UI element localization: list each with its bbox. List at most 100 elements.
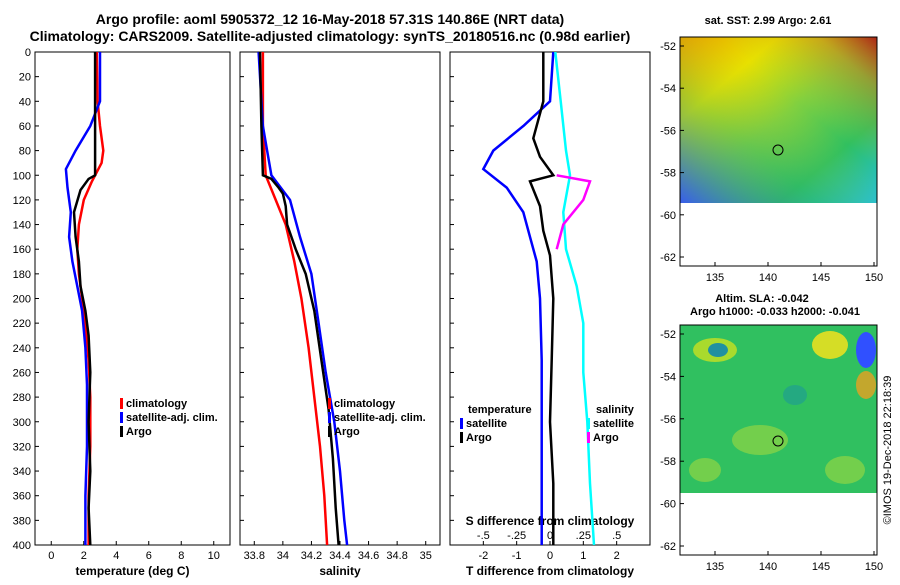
y-tick-label: 160 xyxy=(13,244,31,256)
s-tick-label: 0 xyxy=(547,530,553,542)
legend-label: Argo xyxy=(334,426,360,438)
sla-map-title2: Argo h1000: -0.033 h2000: -0.041 xyxy=(690,306,860,318)
sla-map-frame xyxy=(679,324,878,556)
map-x-tick-label: 135 xyxy=(706,561,724,573)
x-tick-label: 34.8 xyxy=(386,550,407,562)
x-tick-label: 0 xyxy=(48,550,54,562)
y-tick-label: 280 xyxy=(13,392,31,404)
s-tick-label: -.25 xyxy=(507,530,526,542)
x-tick-label: 0 xyxy=(547,550,553,562)
sla-map-features xyxy=(689,331,876,484)
legend-swatch xyxy=(120,412,123,423)
s-axis-title: S difference from climatology xyxy=(466,514,635,528)
y-tick-label: 380 xyxy=(13,515,31,527)
legend-swatch xyxy=(460,432,463,443)
x-tick-label: 33.8 xyxy=(244,550,265,562)
s-tick-label: .25 xyxy=(576,530,591,542)
map-x-tick-label: 150 xyxy=(865,561,883,573)
y-tick-label: 220 xyxy=(13,318,31,330)
map-x-tick-label: 135 xyxy=(706,272,724,284)
legend-label: satellite-adj. clim. xyxy=(334,412,426,424)
sst-map-title: sat. SST: 2.99 Argo: 2.61 xyxy=(705,15,832,27)
x-tick-label: -1 xyxy=(512,550,522,562)
legend-label: climatology xyxy=(126,398,188,410)
map-y-tick-label: -52 xyxy=(660,329,676,341)
x-tick-label: 2 xyxy=(81,550,87,562)
panel-salinity: 33.8 34 34.2 34.4 34.6 34.8 35 salinity climatol… xyxy=(239,51,441,578)
x-axis-title: T difference from climatology xyxy=(466,564,634,578)
map-y-tick-label: -60 xyxy=(660,210,676,222)
legend-swatch xyxy=(328,412,331,423)
sla-map-title1: Altim. SLA: -0.042 xyxy=(715,293,809,305)
map-y-tick-label: -62 xyxy=(660,541,676,553)
map-y-tick-label: -58 xyxy=(660,168,676,180)
series-line-temperature-Argo xyxy=(528,52,556,545)
x-axis-title: temperature (deg C) xyxy=(75,564,189,578)
map-y-tick-label: -62 xyxy=(660,252,676,264)
series-line-satellite-adj.-clim. xyxy=(257,52,349,545)
sst-map-field-overlay xyxy=(680,37,877,203)
series-line-salinity-Argo xyxy=(555,174,592,250)
y-tick-label: 340 xyxy=(13,466,31,478)
y-tick-label: 360 xyxy=(13,491,31,503)
series-line-Argo xyxy=(258,52,340,545)
legend-label: Argo xyxy=(126,426,152,438)
legend-swatch xyxy=(328,398,331,409)
map-y-tick-label: -56 xyxy=(660,414,676,426)
legend-swatch xyxy=(120,398,123,409)
footer-credit: ©IMOS 19-Dec-2018 22:18:39 xyxy=(882,376,894,525)
y-tick-label: 140 xyxy=(13,220,31,232)
y-tick-label: 260 xyxy=(13,367,31,379)
y-tick-label: 400 xyxy=(13,540,31,552)
map-x-tick-label: 140 xyxy=(759,272,777,284)
legend-label: satellite xyxy=(593,418,634,430)
y-tick-label: 20 xyxy=(19,72,31,84)
x-tick-label: 34.2 xyxy=(301,550,322,562)
map-y-tick-label: -58 xyxy=(660,456,676,468)
y-tick-label: 120 xyxy=(13,195,31,207)
legend-salinity-title: salinity xyxy=(596,404,635,416)
y-tick-label: 80 xyxy=(19,146,31,158)
x-tick-label: 8 xyxy=(178,550,184,562)
map-y-tick-label: -52 xyxy=(660,41,676,53)
legend-swatch xyxy=(328,426,331,437)
series-line-climatology xyxy=(261,52,329,545)
y-tick-label: 0 xyxy=(25,47,31,59)
y-tick-label: 60 xyxy=(19,121,31,133)
x-tick-label: 35 xyxy=(420,550,432,562)
legend-label: Argo xyxy=(593,432,619,444)
map-y-tick-label: -60 xyxy=(660,499,676,511)
sst-map-frame xyxy=(679,36,878,267)
sst-argo-location-marker xyxy=(772,144,784,156)
x-axis-title: salinity xyxy=(319,564,361,578)
series-line-Argo xyxy=(72,52,97,545)
map-x-tick-label: 150 xyxy=(865,272,883,284)
panel-frame xyxy=(449,51,651,546)
map-y-tick-label: -54 xyxy=(660,371,676,383)
y-tick-label: 300 xyxy=(13,417,31,429)
sla-map: Altim. SLA: -0.042 Argo h1000: -0.033 h2… xyxy=(660,293,883,573)
legend-label: satellite xyxy=(466,418,507,430)
legend-temperature-title: temperature xyxy=(468,404,532,416)
figure-title-line1: Argo profile: aoml 5905372_12 16-May-201… xyxy=(96,11,564,27)
legend-label: satellite-adj. clim. xyxy=(126,412,218,424)
series-line-salinity-satellite xyxy=(554,52,596,545)
y-tick-label: 240 xyxy=(13,343,31,355)
map-x-tick-label: 140 xyxy=(759,561,777,573)
map-y-tick-label: -56 xyxy=(660,125,676,137)
legend-swatch xyxy=(587,432,590,443)
y-tick-label: 200 xyxy=(13,294,31,306)
x-tick-label: 1 xyxy=(580,550,586,562)
x-tick-label: 34.6 xyxy=(358,550,379,562)
y-tick-label: 320 xyxy=(13,441,31,453)
x-tick-label: 10 xyxy=(208,550,220,562)
sla-argo-location-marker xyxy=(772,435,784,447)
x-tick-label: 34 xyxy=(277,550,289,562)
legend-swatch xyxy=(587,418,590,429)
map-y-tick-label: -54 xyxy=(660,83,676,95)
legend-swatch xyxy=(460,418,463,429)
y-tick-label: 40 xyxy=(19,96,31,108)
x-tick-label: 6 xyxy=(146,550,152,562)
series-line-temperature-satellite xyxy=(481,52,555,545)
